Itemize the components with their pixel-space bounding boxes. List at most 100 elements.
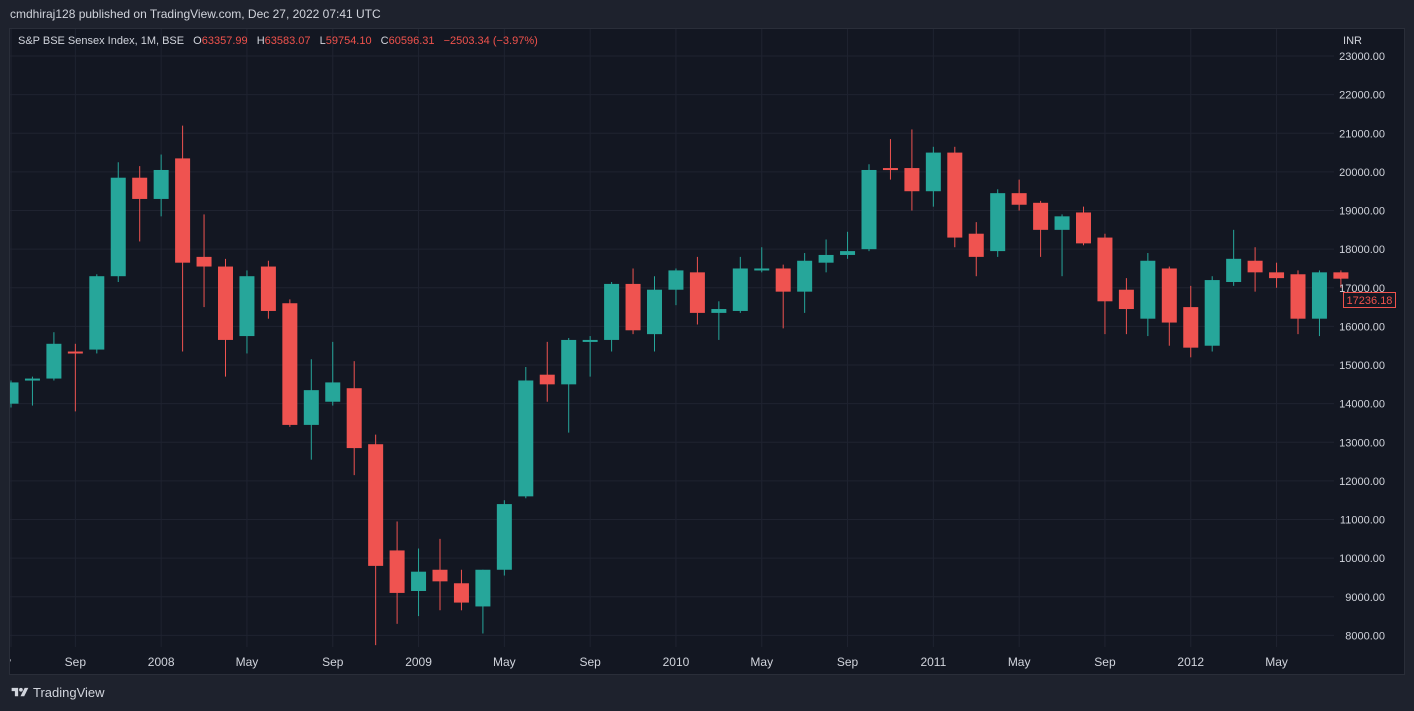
candle <box>368 434 384 646</box>
x-tick-label: 2011 <box>920 655 946 669</box>
candle <box>110 162 126 282</box>
y-tick-label: 9000.00 <box>1345 592 1385 604</box>
price-axis[interactable]: 8000.00 9000.00 10000.00 11000.00 12000.00 13… <box>1339 51 1385 642</box>
candle-body <box>10 382 19 404</box>
candle <box>882 139 898 180</box>
candle <box>668 268 684 306</box>
candle <box>775 264 791 329</box>
candle-body <box>1161 268 1177 323</box>
y-tick-label: 16000.00 <box>1339 321 1385 333</box>
time-axis[interactable]: y Sep 2008 May Sep 2009 May Sep 2010 May Sep 2011 Ma… <box>10 655 1288 669</box>
candle <box>24 376 40 406</box>
candle <box>754 247 770 273</box>
candle-body <box>67 351 83 354</box>
candle <box>925 146 941 207</box>
symbol-name[interactable]: S&P BSE Sensex Index, 1M, BSE <box>18 35 185 47</box>
candle <box>89 274 105 354</box>
x-tick-label: May <box>1265 655 1288 669</box>
candle <box>1311 270 1327 337</box>
candle <box>132 166 148 242</box>
candle <box>475 569 491 634</box>
candle-body <box>1140 260 1156 319</box>
x-tick-label: May <box>493 655 516 669</box>
candle-body <box>775 268 791 292</box>
candle <box>518 366 534 499</box>
x-tick-label: 2008 <box>148 655 175 669</box>
candle <box>561 338 577 433</box>
candle-body <box>368 444 384 566</box>
candle-body <box>432 569 448 582</box>
candle <box>260 260 276 319</box>
candle <box>625 268 641 335</box>
candle <box>46 332 62 381</box>
footer: TradingView <box>0 675 1414 711</box>
x-tick-label: Sep <box>837 655 859 669</box>
candle <box>1226 229 1242 286</box>
candle-body <box>325 382 341 402</box>
y-tick-label: 20000.00 <box>1339 167 1385 179</box>
open-value: 63357.99 <box>201 35 248 47</box>
candle-body <box>132 177 148 199</box>
candle <box>10 380 19 408</box>
candle-body <box>239 276 255 337</box>
candle <box>325 341 341 406</box>
close-label: C <box>380 35 389 47</box>
y-tick-label: 13000.00 <box>1339 437 1385 449</box>
x-tick-label: Sep <box>1094 655 1116 669</box>
candle <box>282 299 298 427</box>
candle <box>1290 270 1306 335</box>
candle-body <box>453 583 469 603</box>
candle-body <box>1269 272 1285 279</box>
tradingview-brand[interactable]: TradingView <box>33 685 105 700</box>
candle-body <box>561 339 577 385</box>
change-value: −2503.34 (−3.97%) <box>443 35 538 47</box>
candle <box>818 239 834 273</box>
candle-body <box>990 193 1006 252</box>
candle <box>539 341 555 402</box>
candle <box>904 129 920 211</box>
candle-body <box>668 270 684 290</box>
candle-body <box>110 177 126 277</box>
x-tick-label: Sep <box>579 655 601 669</box>
candle <box>389 521 405 624</box>
candle <box>947 146 963 248</box>
candle-body <box>1097 237 1113 302</box>
candle <box>840 231 856 259</box>
low-label: L <box>319 35 326 47</box>
candle-body <box>196 256 212 267</box>
candle-body <box>411 571 427 591</box>
candle-body <box>303 390 319 425</box>
candle <box>1161 266 1177 346</box>
candle-body <box>475 569 491 607</box>
candle-body <box>89 276 105 350</box>
candlestick-chart[interactable]: 8000.00 9000.00 10000.00 11000.00 12000.00 13… <box>10 29 1405 675</box>
candle <box>582 336 598 377</box>
x-tick-label: 2010 <box>663 655 690 669</box>
candle <box>732 256 748 313</box>
candle <box>239 270 255 354</box>
candle <box>303 359 319 460</box>
candle-body <box>625 283 641 331</box>
chart-pane[interactable]: 8000.00 9000.00 10000.00 11000.00 12000.00 13… <box>9 28 1405 675</box>
candle-body <box>518 380 534 497</box>
candle <box>968 222 984 277</box>
candle <box>496 500 512 576</box>
candle-body <box>689 272 705 313</box>
candle <box>797 253 813 313</box>
candles <box>10 125 1349 646</box>
tradingview-logo-icon[interactable] <box>10 686 30 699</box>
y-tick-label: 19000.00 <box>1339 206 1385 218</box>
candle-body <box>218 266 233 340</box>
currency-label: INR <box>1343 35 1362 47</box>
y-tick-label: 8000.00 <box>1345 630 1385 642</box>
candle-body <box>604 283 620 340</box>
candle-body <box>260 266 276 311</box>
candle <box>689 256 705 325</box>
candle-body <box>496 504 512 570</box>
x-tick-label: May <box>1008 655 1031 669</box>
candle <box>1011 179 1027 211</box>
candle <box>453 569 469 611</box>
candle-body <box>1033 202 1049 230</box>
y-tick-label: 18000.00 <box>1339 244 1385 256</box>
candle <box>861 164 877 252</box>
